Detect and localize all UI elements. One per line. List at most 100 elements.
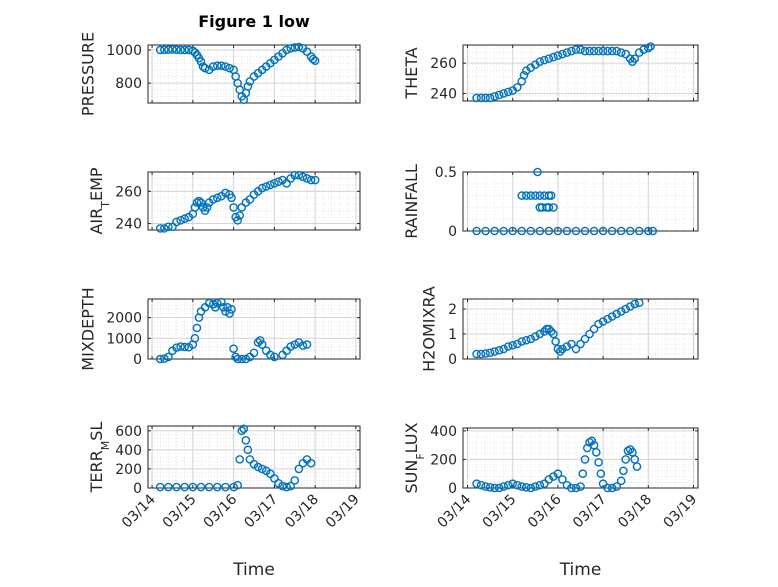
data-point xyxy=(213,61,222,71)
y-axis-label: AIRTEMP xyxy=(87,167,112,234)
data-point xyxy=(603,46,612,56)
data-point xyxy=(221,188,230,198)
data-point xyxy=(544,54,554,63)
y-tick-label: 600 xyxy=(115,424,142,440)
axes-box xyxy=(462,298,699,360)
data-point xyxy=(472,226,481,236)
data-point xyxy=(253,462,263,472)
data-point xyxy=(490,347,499,356)
data-point xyxy=(544,203,554,212)
data-point xyxy=(155,224,165,233)
x-tick-label: 03/16 xyxy=(201,491,241,531)
y-tick-label: 0.5 xyxy=(435,165,457,181)
data-point xyxy=(485,482,495,492)
x-tick-label: 03/17 xyxy=(570,492,610,532)
data-point xyxy=(517,337,527,346)
data-point xyxy=(190,203,200,212)
plot-area xyxy=(463,428,698,488)
y-tick-label: 260 xyxy=(115,184,142,200)
data-point xyxy=(526,334,536,344)
data-point xyxy=(544,324,554,334)
y-tick-label: 800 xyxy=(115,76,142,92)
data-point xyxy=(553,226,563,236)
data-point xyxy=(526,191,536,200)
data-point xyxy=(190,48,200,57)
data-point xyxy=(485,348,495,358)
data-point xyxy=(619,466,628,476)
data-point xyxy=(253,338,263,347)
data-point xyxy=(490,483,499,493)
data-point xyxy=(257,183,267,193)
data-point xyxy=(257,340,267,349)
subplot-8: 0 200 400 03/14 03/15 03/16 03/17 03/18 03/19 Tim… xyxy=(402,422,700,580)
data-point xyxy=(255,336,265,345)
data-point xyxy=(270,352,279,362)
y-tick-label: 0 xyxy=(133,481,142,497)
plot-area xyxy=(463,45,698,101)
data-point xyxy=(481,226,490,236)
data-point xyxy=(188,482,198,492)
data-point xyxy=(553,344,563,354)
data-point xyxy=(499,89,508,98)
data-point xyxy=(531,482,540,491)
data-point xyxy=(229,203,238,212)
data-point xyxy=(531,191,540,200)
data-point xyxy=(282,45,291,55)
data-point xyxy=(607,312,617,321)
data-point xyxy=(521,335,531,345)
y-tick-label: 2 xyxy=(448,302,457,318)
data-point xyxy=(603,314,612,324)
data-point xyxy=(213,482,222,492)
data-point xyxy=(290,476,300,485)
data-point xyxy=(196,198,206,207)
axes-box xyxy=(147,44,361,104)
data-point xyxy=(630,54,640,63)
data-point xyxy=(155,482,165,492)
y-tick-label: 2000 xyxy=(106,311,142,327)
y-axis-label: THETA xyxy=(402,47,421,99)
data-point xyxy=(245,77,255,86)
data-point xyxy=(621,304,630,314)
data-point xyxy=(241,436,251,445)
y-tick-label: 0 xyxy=(448,481,457,497)
plot-area xyxy=(148,172,360,230)
data-point xyxy=(567,483,576,493)
data-point xyxy=(503,480,513,490)
y-tick-label: 1 xyxy=(448,327,457,343)
data-point xyxy=(180,45,189,55)
data-point xyxy=(503,342,513,351)
data-point xyxy=(217,61,226,71)
data-point xyxy=(521,482,531,492)
data-point xyxy=(616,48,626,57)
data-point xyxy=(621,455,630,464)
data-point xyxy=(286,481,295,491)
x-tick-label: 03/15 xyxy=(480,492,520,532)
data-point xyxy=(155,354,165,364)
data-point xyxy=(235,211,245,220)
data-point xyxy=(598,317,608,326)
y-tick-label: 240 xyxy=(115,217,142,233)
y-tick-label: 0 xyxy=(133,352,142,368)
data-point xyxy=(235,455,245,464)
x-tick-label: 03/14 xyxy=(434,491,474,531)
data-point xyxy=(587,436,597,446)
data-point xyxy=(266,350,275,360)
data-point xyxy=(612,46,621,56)
data-point xyxy=(237,426,247,436)
data-point xyxy=(302,47,312,56)
data-point xyxy=(571,45,581,54)
data-point xyxy=(549,329,558,339)
data-point xyxy=(257,464,267,474)
data-point xyxy=(164,222,173,232)
subplot-4: 0 0.5 RAINFALL xyxy=(402,164,699,240)
data-point xyxy=(208,62,218,71)
data-point xyxy=(472,479,481,489)
data-point xyxy=(526,226,536,236)
data-point xyxy=(558,49,567,59)
x-tick-label: 03/18 xyxy=(615,492,655,532)
data-point xyxy=(508,479,518,489)
data-point xyxy=(585,46,594,56)
axes-box xyxy=(147,425,361,489)
data-point xyxy=(194,196,204,206)
